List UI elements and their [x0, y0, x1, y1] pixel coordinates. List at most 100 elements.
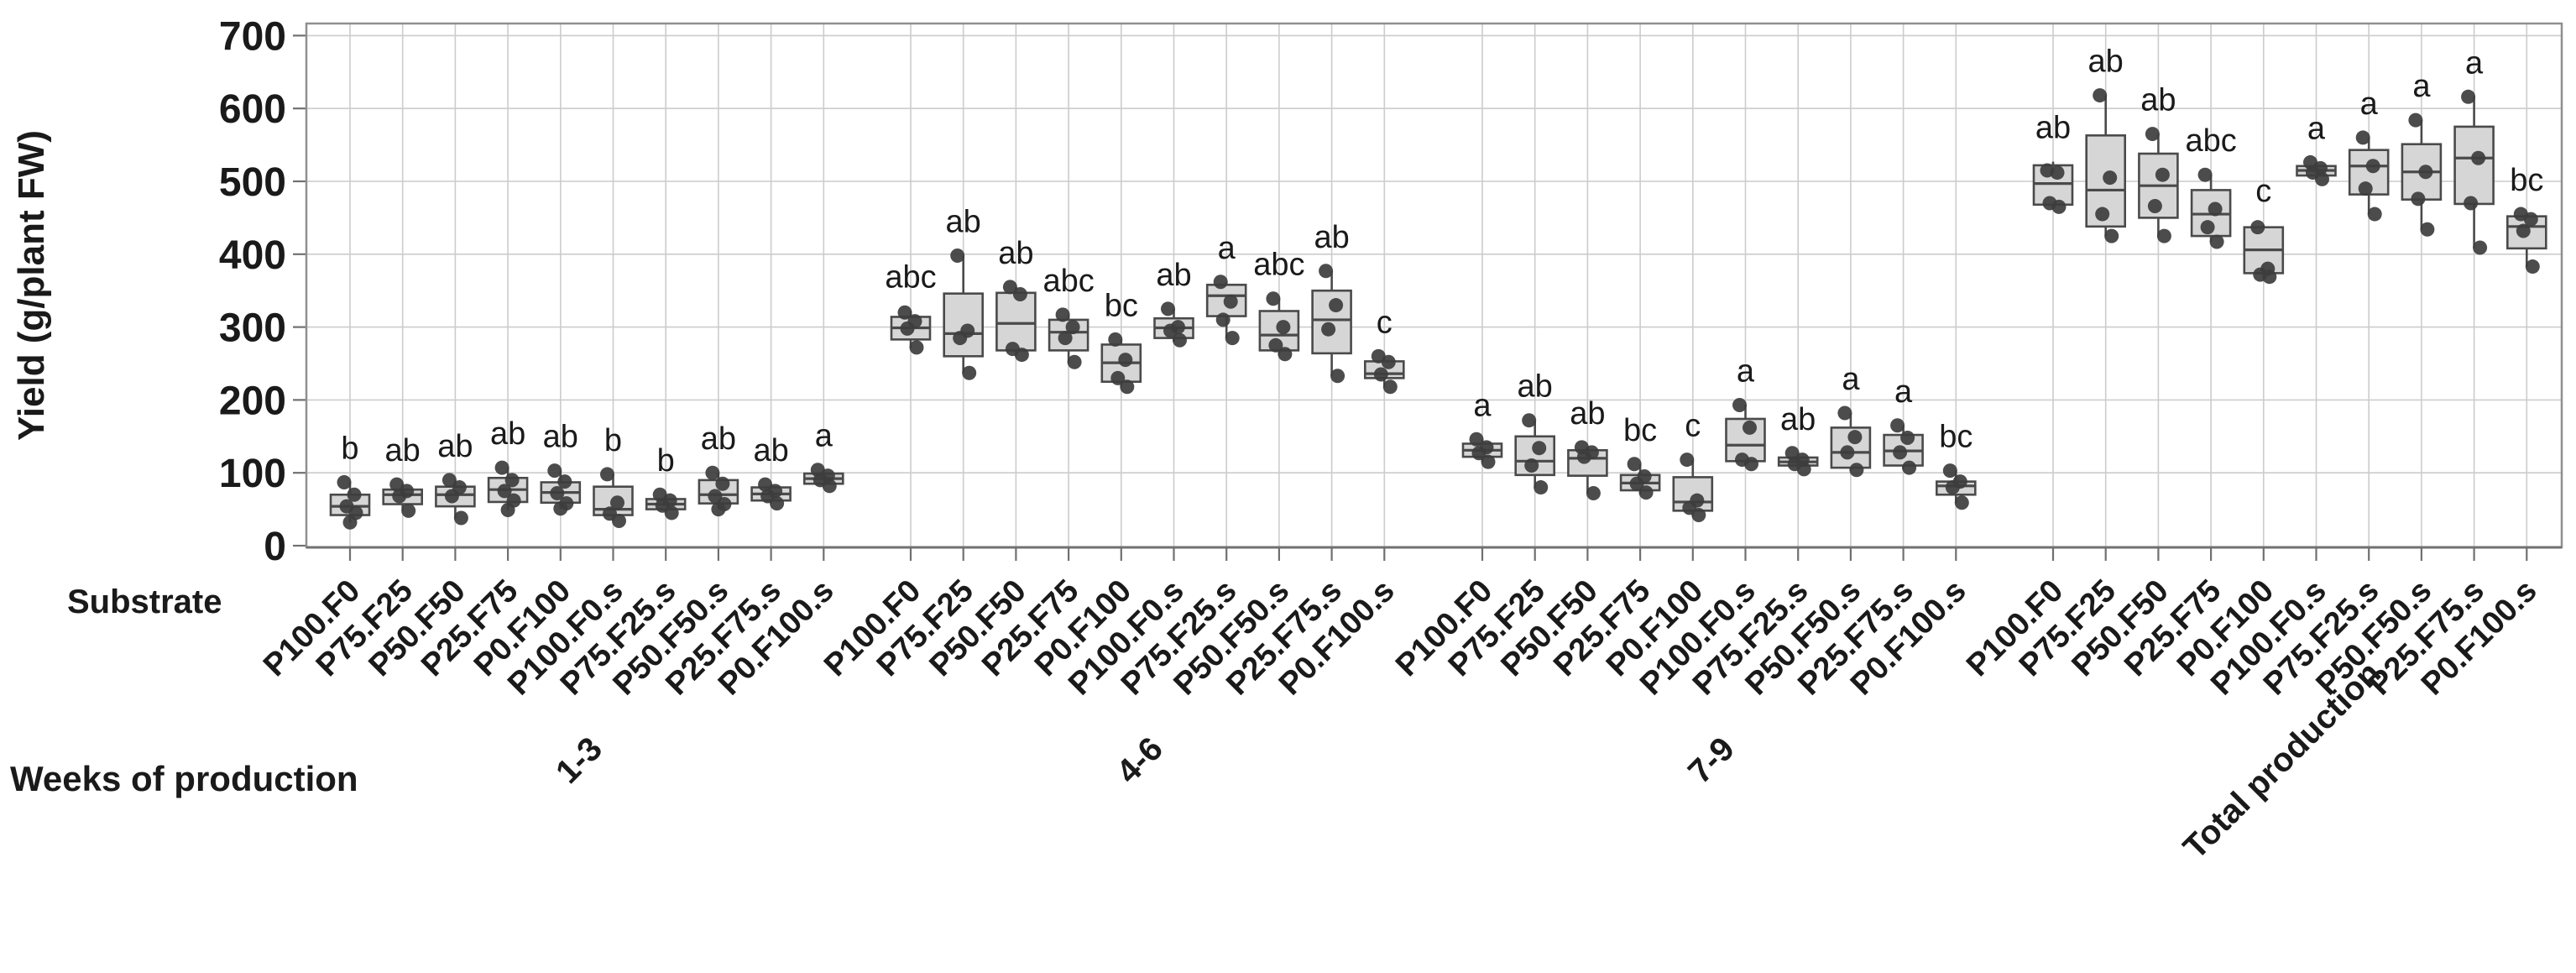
data-point — [1330, 369, 1345, 384]
data-point — [1382, 379, 1398, 395]
data-point — [1534, 480, 1549, 495]
significance-letter: ab — [385, 433, 421, 468]
data-point — [1522, 413, 1537, 428]
significance-letter: a — [1894, 374, 1913, 410]
data-point — [1945, 480, 1960, 495]
data-point — [2050, 165, 2065, 180]
data-point — [401, 503, 416, 518]
significance-letter: a — [2360, 86, 2379, 122]
data-point — [711, 502, 726, 517]
data-point — [2516, 223, 2531, 238]
group-label: 1-3 — [549, 730, 609, 791]
data-point — [612, 513, 626, 528]
data-point — [2095, 207, 2110, 222]
data-point — [715, 476, 730, 491]
data-point — [1837, 405, 1852, 421]
data-point — [553, 501, 568, 516]
data-point — [347, 487, 362, 502]
data-point — [1784, 446, 1800, 461]
data-point — [2464, 196, 2479, 211]
data-point — [1638, 485, 1654, 500]
data-point — [2103, 170, 2118, 186]
significance-letter: abc — [1253, 248, 1304, 283]
data-point — [1481, 454, 1496, 469]
data-point — [2250, 220, 2265, 235]
data-point — [770, 496, 785, 511]
data-point — [2473, 240, 2488, 255]
significance-letter: ab — [490, 416, 525, 452]
data-point — [2051, 199, 2067, 214]
data-point — [950, 248, 965, 264]
data-point — [2315, 171, 2329, 186]
significance-letter: ab — [1314, 220, 1349, 255]
data-point — [2145, 127, 2160, 142]
data-point — [1215, 312, 1231, 327]
data-point — [900, 321, 915, 336]
data-point — [1532, 441, 1547, 456]
data-point — [1902, 460, 1917, 475]
data-point — [953, 331, 968, 346]
data-point — [2523, 212, 2538, 227]
data-point — [1691, 508, 1706, 523]
data-point — [497, 484, 512, 499]
data-point — [1161, 301, 1175, 316]
significance-letter: ab — [753, 433, 788, 468]
significance-letter: b — [604, 423, 622, 458]
y-tick-label: 300 — [219, 306, 286, 351]
data-point — [1732, 397, 1747, 412]
significance-letter: ab — [1156, 258, 1191, 293]
data-point — [337, 474, 352, 489]
significance-letter: c — [2255, 174, 2271, 209]
data-point — [1223, 294, 1238, 309]
data-point — [2155, 167, 2170, 182]
group-label: 4-6 — [1110, 730, 1170, 791]
data-point — [2208, 201, 2223, 217]
data-point — [2411, 191, 2426, 207]
x-axis-title: Substrate — [67, 583, 222, 620]
data-point — [1629, 476, 1644, 491]
data-point — [909, 340, 924, 355]
data-point — [2156, 228, 2171, 243]
significance-letter: ab — [1518, 369, 1553, 405]
data-point — [1108, 332, 1123, 347]
data-point — [1002, 280, 1017, 295]
data-point — [2367, 207, 2382, 222]
data-point — [1173, 332, 1187, 348]
data-point — [1225, 331, 1240, 346]
data-point — [1586, 486, 1601, 501]
data-point — [550, 486, 565, 501]
significance-letter: abc — [2185, 123, 2236, 159]
data-point — [1118, 353, 1133, 368]
box — [943, 292, 984, 358]
significance-letter: a — [1218, 231, 1236, 266]
data-point — [500, 502, 515, 517]
significance-letter: bc — [1939, 420, 1972, 455]
data-point — [822, 479, 837, 494]
significance-letter: a — [1737, 353, 1755, 389]
data-point — [897, 305, 912, 320]
data-point — [1319, 264, 1334, 279]
data-point — [962, 365, 977, 380]
data-point — [2418, 165, 2433, 180]
data-point — [610, 495, 624, 510]
significance-letter: a — [1842, 362, 1860, 397]
data-point — [1840, 445, 1855, 460]
significance-letter: b — [657, 443, 675, 479]
box-layer — [305, 22, 2563, 549]
significance-letter: ab — [2088, 44, 2124, 80]
significance-letter: c — [1685, 409, 1701, 444]
significance-letter: ab — [701, 421, 736, 457]
data-point — [504, 473, 520, 488]
significance-letter: ab — [543, 420, 578, 455]
data-point — [2471, 150, 2486, 165]
group-label: 7-9 — [1681, 730, 1742, 791]
significance-letter: ab — [998, 236, 1033, 271]
data-point — [2209, 234, 2224, 249]
y-tick-label: 600 — [219, 87, 286, 132]
plot-border — [305, 22, 2563, 549]
data-point — [453, 510, 468, 526]
data-point — [1120, 379, 1135, 395]
box — [995, 291, 1037, 352]
data-point — [1796, 462, 1811, 477]
